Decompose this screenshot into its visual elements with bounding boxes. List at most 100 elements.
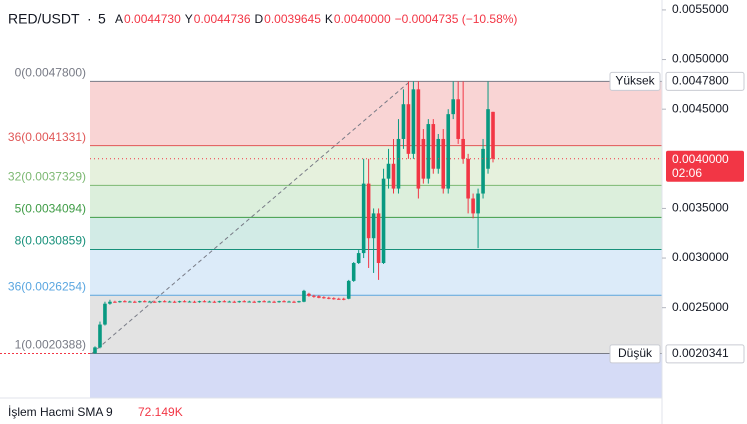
volume-value: 72.149K bbox=[138, 405, 183, 419]
candle-body bbox=[257, 301, 261, 303]
candle-body bbox=[396, 138, 401, 189]
ohlc-key: Y bbox=[185, 12, 193, 26]
fib-level-label: 32(0.0037329) bbox=[8, 169, 86, 183]
candle-body bbox=[406, 104, 411, 154]
candle-body bbox=[157, 301, 162, 303]
fib-band bbox=[90, 217, 662, 250]
fib-level-label: 5(0.0034094) bbox=[15, 202, 86, 216]
badge-value-box bbox=[665, 344, 745, 364]
ohlc-key: K bbox=[325, 12, 333, 26]
badge-value: 0.0020341 bbox=[672, 346, 729, 360]
volume-title: İşlem Hacmi SMA 9 bbox=[8, 405, 113, 419]
ohlc-key: A bbox=[115, 12, 123, 26]
fib-level-label: 36(0.0026254) bbox=[8, 279, 86, 293]
badge-value: 0.0047800 bbox=[672, 74, 729, 88]
candle-body bbox=[182, 301, 187, 303]
candle-body bbox=[346, 280, 351, 299]
candle-body bbox=[481, 148, 485, 194]
candle-body bbox=[252, 301, 256, 303]
y-tick-label: 0.0030000 bbox=[672, 250, 729, 264]
fib-band bbox=[90, 185, 662, 218]
candle-body bbox=[212, 301, 217, 303]
ohlc-value: 0.0040000 bbox=[334, 12, 391, 26]
candle-body bbox=[217, 301, 222, 303]
candle-body bbox=[451, 99, 455, 115]
candle-body bbox=[332, 298, 336, 300]
candle-body bbox=[336, 298, 341, 300]
candle-body bbox=[351, 263, 356, 281]
fib-level-label: 0(0.0047800) bbox=[15, 66, 86, 80]
fib-band bbox=[90, 249, 662, 296]
candle-body bbox=[486, 109, 490, 169]
candle-body bbox=[416, 89, 421, 189]
candle-body bbox=[147, 301, 152, 303]
candle-body bbox=[476, 193, 480, 214]
candle-body bbox=[128, 301, 132, 303]
candle-body bbox=[262, 301, 266, 303]
candle-body bbox=[421, 138, 426, 179]
candle-body bbox=[461, 138, 465, 159]
candle-body bbox=[491, 111, 495, 159]
last-price-badge bbox=[666, 150, 744, 182]
candle-body bbox=[391, 163, 396, 189]
fib-band bbox=[90, 145, 662, 186]
candle-body bbox=[242, 301, 247, 303]
candle-body bbox=[192, 301, 197, 303]
candle-body bbox=[247, 301, 252, 303]
candle-body bbox=[381, 178, 386, 264]
candle-body bbox=[272, 301, 276, 303]
fib-band bbox=[90, 295, 662, 354]
badge-name-box bbox=[609, 71, 661, 91]
candle-body bbox=[232, 301, 237, 303]
candle-body bbox=[371, 213, 376, 239]
candle-body bbox=[162, 301, 167, 303]
candle-body bbox=[98, 324, 102, 348]
candle-body bbox=[327, 297, 331, 299]
candle-body bbox=[108, 301, 112, 304]
candle-body bbox=[436, 138, 441, 169]
candle-body bbox=[302, 290, 306, 302]
candle-body bbox=[172, 301, 177, 303]
candle-body bbox=[361, 183, 366, 254]
badge-name: Düşük bbox=[618, 346, 653, 360]
ohlc-value: 0.0044730 bbox=[124, 12, 181, 26]
candle-body bbox=[133, 301, 137, 303]
ohlc-value: 0.0044736 bbox=[194, 12, 251, 26]
candle-body bbox=[471, 198, 475, 214]
change: −0.0004735 (−10.58%) bbox=[395, 12, 518, 26]
separator: · bbox=[87, 11, 92, 27]
candle-body bbox=[386, 163, 391, 179]
candle-body bbox=[307, 293, 311, 296]
fib-level-label: 36(0.0041331) bbox=[8, 130, 86, 144]
candle-body bbox=[426, 124, 431, 179]
interval: 5 bbox=[98, 11, 106, 27]
fib-level-label: 1(0.0020388) bbox=[15, 338, 86, 352]
candle-body bbox=[446, 114, 451, 189]
y-tick-label: 0.0035000 bbox=[672, 201, 729, 215]
candle-body bbox=[197, 301, 202, 303]
candle-body bbox=[137, 301, 142, 303]
y-tick-label: 0.0055000 bbox=[672, 2, 729, 16]
candle-body bbox=[466, 158, 470, 199]
candle-body bbox=[456, 99, 460, 139]
candle-body bbox=[297, 301, 301, 303]
badge-name-box bbox=[609, 344, 661, 364]
badge-value-box bbox=[665, 71, 745, 91]
y-tick-label: 0.0045000 bbox=[672, 101, 729, 115]
y-tick-label: 0.0025000 bbox=[672, 300, 729, 314]
candle-body bbox=[103, 303, 107, 325]
badge-name: Yüksek bbox=[615, 74, 655, 88]
ohlc-header: A 0.0044730 Y 0.0044736 D 0.0039645 K 0.0040000… bbox=[115, 12, 517, 26]
last-price-label: 0.0040000 bbox=[672, 152, 729, 166]
candle-body bbox=[341, 298, 346, 300]
candle-body bbox=[401, 104, 406, 139]
candle-body bbox=[227, 301, 232, 303]
candle-body bbox=[431, 124, 436, 169]
fib-band bbox=[90, 353, 662, 398]
candle-body bbox=[292, 301, 296, 303]
candle-body bbox=[277, 301, 281, 303]
candle-body bbox=[411, 89, 416, 154]
candle-body bbox=[207, 301, 212, 303]
fib-band bbox=[90, 81, 662, 146]
